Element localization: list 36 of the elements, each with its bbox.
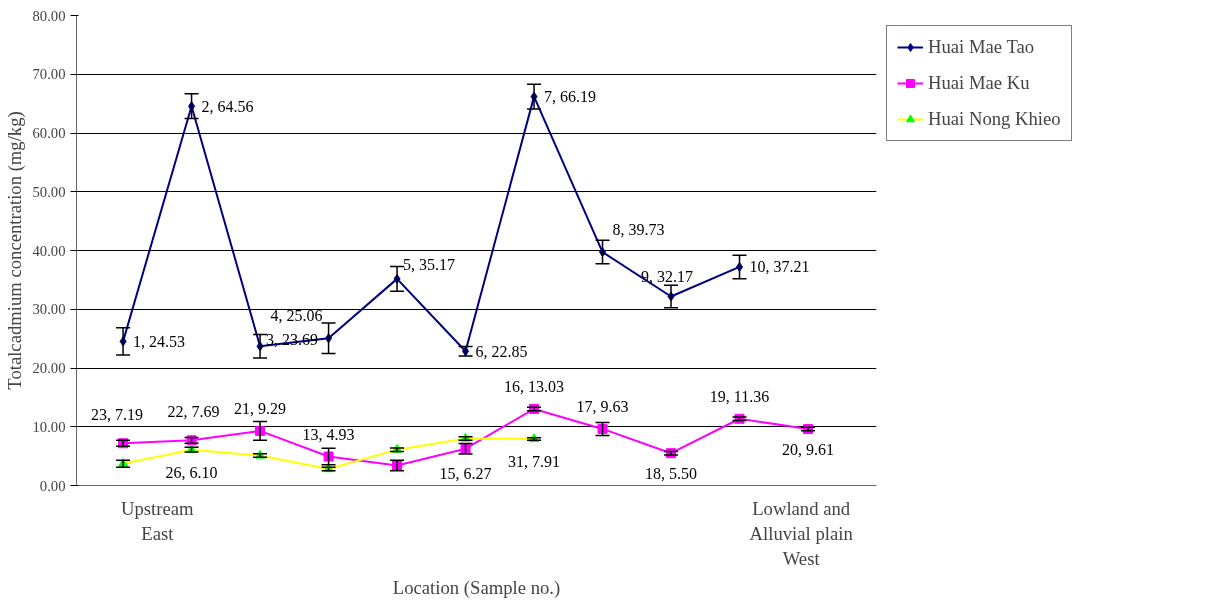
x-axis-title: Location (Sample no.)	[392, 576, 561, 599]
y-tick-label: 80.00	[32, 7, 66, 24]
data-label: 2, 64.56	[201, 97, 254, 115]
y-axis-title: Totalcadmium concentration (mg/kg)	[3, 111, 26, 390]
y-tick-label: 60.00	[32, 125, 66, 141]
data-label: 17, 9.63	[576, 397, 629, 415]
y-tick-label: 0.00	[39, 477, 66, 494]
y-tick-label: 30.00	[32, 301, 66, 318]
data-label: 19, 11.36	[709, 387, 770, 405]
y-tick-label: 70.00	[32, 66, 66, 83]
data-label: 8, 39.73	[612, 221, 665, 239]
y-tick-label: 20.00	[32, 360, 66, 376]
y-tick-label: 40.00	[32, 242, 66, 259]
data-label: 4, 25.06	[270, 307, 323, 325]
data-label: 1, 24.53	[133, 332, 186, 350]
text: Lowland and Alluvial plain West	[749, 497, 854, 569]
data-label: 23, 7.19	[91, 406, 144, 424]
text: Upstream East	[121, 497, 195, 544]
data-label: 6, 22.85	[475, 342, 528, 360]
legend-label: Huai Nong Khieo	[928, 108, 1061, 130]
data-label: 15, 6.27	[439, 464, 492, 482]
data-label: 7, 66.19	[544, 88, 597, 106]
y-tick-label: 50.00	[32, 183, 66, 200]
data-label: 18, 5.50	[645, 465, 698, 483]
data-label: 31, 7.91	[508, 453, 561, 471]
data-label: 10, 37.21	[749, 258, 810, 276]
data-label: 5, 35.17	[403, 255, 456, 273]
data-label: 16, 13.03	[504, 377, 565, 395]
data-label: 22, 7.69	[167, 403, 220, 421]
data-label: 20, 9.61	[782, 441, 835, 459]
y-tick-label: 10.00	[32, 418, 66, 435]
legend-label: Huai Mae Ku	[928, 72, 1030, 94]
legend-label: Huai Mae Tao	[928, 36, 1035, 58]
data-label: 13, 4.93	[302, 425, 355, 443]
data-label: 21, 9.29	[234, 399, 287, 417]
data-label: 26, 6.10	[165, 463, 218, 481]
